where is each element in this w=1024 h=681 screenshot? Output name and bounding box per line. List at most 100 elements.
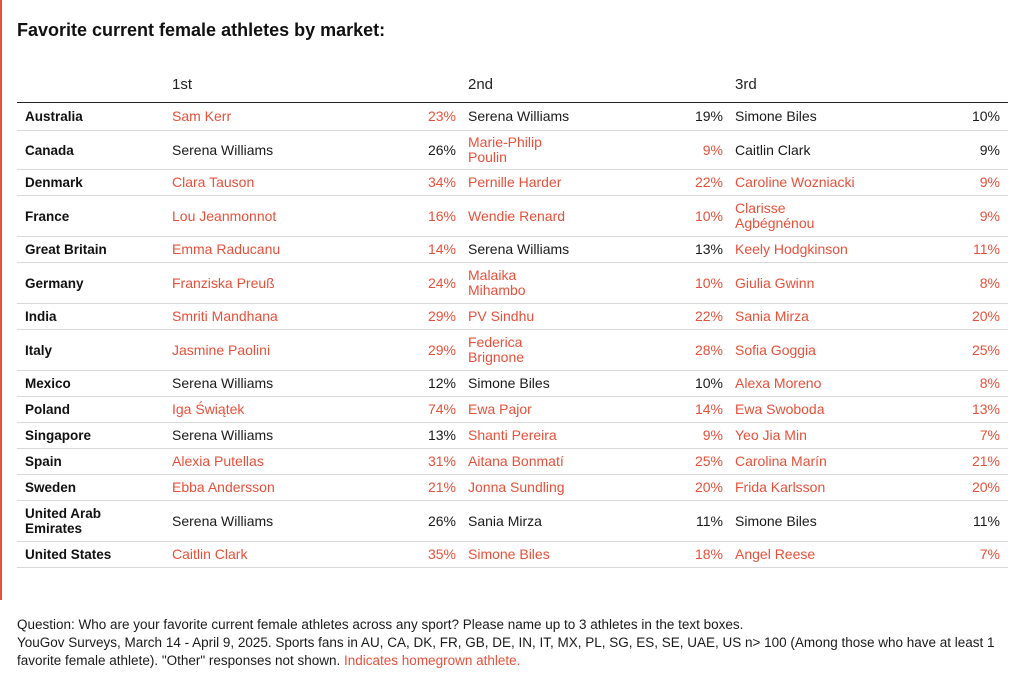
athlete-name-3: Clarisse Agbégnénou (735, 195, 883, 237)
table-row: Great Britain Emma Raducanu 14% Serena Will… (17, 236, 1008, 263)
market-cell: Germany (17, 262, 172, 304)
athlete-name-3: Simone Biles (735, 500, 883, 542)
athlete-pct-3: 25% (883, 329, 1008, 371)
athlete-pct-2: 10% (610, 370, 735, 397)
athlete-pct-2: 11% (610, 500, 735, 542)
athlete-pct-3: 7% (883, 422, 1008, 449)
market-cell: Spain (17, 448, 172, 475)
athlete-pct-3: 13% (883, 396, 1008, 423)
athlete-pct-2: 13% (610, 236, 735, 263)
athlete-name-3: Sofia Goggia (735, 329, 883, 371)
athlete-pct-2: 9% (610, 422, 735, 449)
athlete-pct-1: 26% (312, 130, 468, 170)
athlete-name-2: Federica Brignone (468, 329, 610, 371)
athlete-pct-1: 35% (312, 541, 468, 568)
athlete-pct-1: 16% (312, 195, 468, 237)
athlete-pct-3: 20% (883, 303, 1008, 330)
athlete-name-3: Keely Hodgkinson (735, 236, 883, 263)
athlete-name-2: Shanti Pereira (468, 422, 610, 449)
athlete-name-1: Alexia Putellas (172, 448, 312, 475)
chart-title: Favorite current female athletes by mark… (17, 20, 386, 40)
athlete-pct-2: 22% (610, 169, 735, 196)
footnote-source-text: YouGov Surveys, March 14 - April 9, 2025… (17, 635, 995, 668)
athlete-name-1: Jasmine Paolini (172, 329, 312, 371)
table-row: Denmark Clara Tauson 34% Pernille Harder 22%… (17, 169, 1008, 196)
athlete-pct-1: 29% (312, 329, 468, 371)
athlete-pct-3: 8% (883, 370, 1008, 397)
athlete-pct-2: 14% (610, 396, 735, 423)
table-row: Germany Franziska Preuß 24% Malaika Mihambo… (17, 262, 1008, 304)
athlete-pct-1: 26% (312, 500, 468, 542)
athlete-pct-1: 29% (312, 303, 468, 330)
athlete-name-2: Jonna Sundling (468, 474, 610, 501)
table-row: Australia Sam Kerr 23% Serena Williams 19% Si… (17, 102, 1008, 131)
athlete-name-1: Smriti Mandhana (172, 303, 312, 330)
athlete-name-2: Serena Williams (468, 102, 610, 131)
table-row: Singapore Serena Williams 13% Shanti Pereir… (17, 422, 1008, 449)
athlete-name-1: Ebba Andersson (172, 474, 312, 501)
market-cell: Canada (17, 130, 172, 170)
athlete-pct-2: 18% (610, 541, 735, 568)
table-row: United States Caitlin Clark 35% Simone Bile… (17, 541, 1008, 568)
athlete-pct-3: 9% (883, 195, 1008, 237)
athlete-name-1: Emma Raducanu (172, 236, 312, 263)
ranking-table: Australia Sam Kerr 23% Serena Williams 19% Si… (17, 102, 1008, 568)
athlete-name-3: Ewa Swoboda (735, 396, 883, 423)
athlete-name-2: Marie-Philip Poulin (468, 130, 610, 170)
athlete-pct-1: 14% (312, 236, 468, 263)
athlete-name-2: Aitana Bonmatí (468, 448, 610, 475)
market-cell: Great Britain (17, 236, 172, 263)
athlete-name-3: Angel Reese (735, 541, 883, 568)
athlete-name-1: Serena Williams (172, 130, 312, 170)
athlete-name-3: Caitlin Clark (735, 130, 883, 170)
athlete-pct-2: 9% (610, 130, 735, 170)
athlete-pct-1: 31% (312, 448, 468, 475)
athlete-pct-2: 28% (610, 329, 735, 371)
athlete-name-2: Wendie Renard (468, 195, 610, 237)
athlete-name-3: Carolina Marín (735, 448, 883, 475)
athlete-pct-1: 24% (312, 262, 468, 304)
athlete-name-3: Simone Biles (735, 102, 883, 131)
athlete-name-1: Iga Świątek (172, 396, 312, 423)
column-header-1st: 1st (172, 76, 193, 93)
footnote: Question: Who are your favorite current … (17, 616, 1007, 670)
athlete-name-1: Caitlin Clark (172, 541, 312, 568)
athlete-pct-3: 9% (883, 130, 1008, 170)
market-cell: Italy (17, 329, 172, 371)
athlete-pct-3: 20% (883, 474, 1008, 501)
athlete-name-1: Lou Jeanmonnot (172, 195, 312, 237)
athlete-name-2: Sania Mirza (468, 500, 610, 542)
column-header-row: 1st 2nd 3rd (17, 76, 1008, 96)
column-header-2nd: 2nd (468, 76, 494, 93)
athlete-pct-2: 20% (610, 474, 735, 501)
footnote-source: YouGov Surveys, March 14 - April 9, 2025… (17, 634, 1007, 670)
athlete-pct-3: 7% (883, 541, 1008, 568)
athlete-pct-1: 34% (312, 169, 468, 196)
market-cell: Singapore (17, 422, 172, 449)
column-header-3rd: 3rd (735, 76, 757, 93)
athlete-name-2: Malaika Mihambo (468, 262, 610, 304)
athlete-name-3: Yeo Jia Min (735, 422, 883, 449)
market-cell: France (17, 195, 172, 237)
table-row: United Arab Emirates Serena Williams 26% Sa… (17, 500, 1008, 542)
market-cell: Poland (17, 396, 172, 423)
athlete-pct-1: 74% (312, 396, 468, 423)
athlete-pct-3: 8% (883, 262, 1008, 304)
athlete-name-3: Caroline Wozniacki (735, 169, 883, 196)
market-cell: United Arab Emirates (17, 500, 172, 542)
athlete-name-3: Giulia Gwinn (735, 262, 883, 304)
athlete-name-1: Serena Williams (172, 500, 312, 542)
athlete-pct-3: 9% (883, 169, 1008, 196)
table-row: Poland Iga Świątek 74% Ewa Pajor 14% Ewa Swob… (17, 396, 1008, 423)
market-cell: India (17, 303, 172, 330)
athlete-pct-3: 21% (883, 448, 1008, 475)
athlete-pct-3: 11% (883, 500, 1008, 542)
athlete-name-3: Sania Mirza (735, 303, 883, 330)
athlete-name-2: Ewa Pajor (468, 396, 610, 423)
market-cell: Mexico (17, 370, 172, 397)
athlete-name-1: Serena Williams (172, 370, 312, 397)
athlete-name-1: Clara Tauson (172, 169, 312, 196)
athlete-name-2: Simone Biles (468, 370, 610, 397)
market-cell: Denmark (17, 169, 172, 196)
athlete-pct-1: 13% (312, 422, 468, 449)
